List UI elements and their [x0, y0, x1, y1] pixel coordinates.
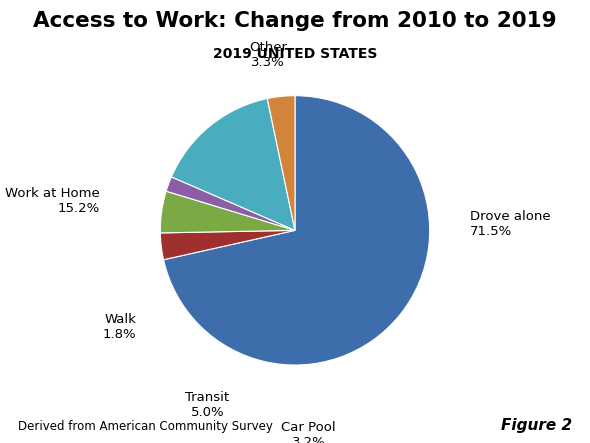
Text: 2019 UNITED STATES: 2019 UNITED STATES: [213, 47, 377, 61]
Text: Figure 2: Figure 2: [501, 418, 572, 433]
Wedge shape: [160, 230, 295, 260]
Text: Derived from American Community Survey: Derived from American Community Survey: [18, 420, 273, 433]
Wedge shape: [166, 177, 295, 230]
Text: Walk
1.8%: Walk 1.8%: [103, 313, 136, 341]
Text: Work at Home
15.2%: Work at Home 15.2%: [5, 187, 100, 215]
Text: Access to Work: Change from 2010 to 2019: Access to Work: Change from 2010 to 2019: [33, 11, 557, 31]
Wedge shape: [160, 191, 295, 233]
Text: Drove alone
71.5%: Drove alone 71.5%: [470, 210, 550, 237]
Text: Car Pool
3.2%: Car Pool 3.2%: [281, 421, 336, 443]
Wedge shape: [163, 96, 430, 365]
Text: Transit
5.0%: Transit 5.0%: [185, 392, 230, 420]
Text: Other
3.3%: Other 3.3%: [249, 41, 287, 69]
Wedge shape: [267, 96, 295, 230]
Wedge shape: [172, 99, 295, 230]
